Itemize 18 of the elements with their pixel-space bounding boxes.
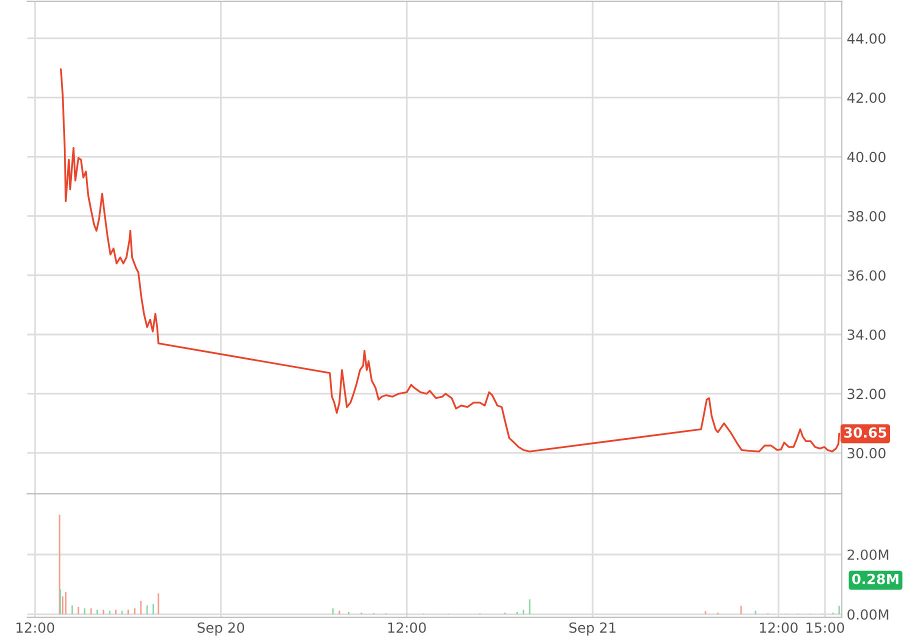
y-tick-label: 30.00	[848, 448, 886, 458]
annotation: 30.65	[844, 427, 886, 438]
y-tick-label: 36.00	[848, 270, 886, 281]
y-tick-label: 34.00	[848, 329, 886, 340]
y-tick-label: 44.00	[847, 33, 886, 44]
y-tick-label: 0.00M	[848, 609, 888, 620]
y-tick-label: 42.00	[847, 92, 886, 104]
x-tick-label: 12:00	[388, 622, 426, 633]
text: 0.28M	[852, 574, 898, 584]
x-tick-label: 15:00	[806, 622, 844, 633]
x-tick-label: 12:00	[16, 622, 54, 633]
y-tick-label: 2.00M	[848, 549, 888, 560]
y-tick-label: 40.00	[847, 152, 886, 162]
x-tick-label: Sep 21	[569, 622, 616, 636]
y-tick-label: 32.00	[848, 388, 886, 400]
y-tick-label: 38.00	[848, 210, 886, 222]
x-tick-label: Sep 20	[198, 622, 244, 636]
x-tick-label: 12:00	[760, 622, 798, 633]
